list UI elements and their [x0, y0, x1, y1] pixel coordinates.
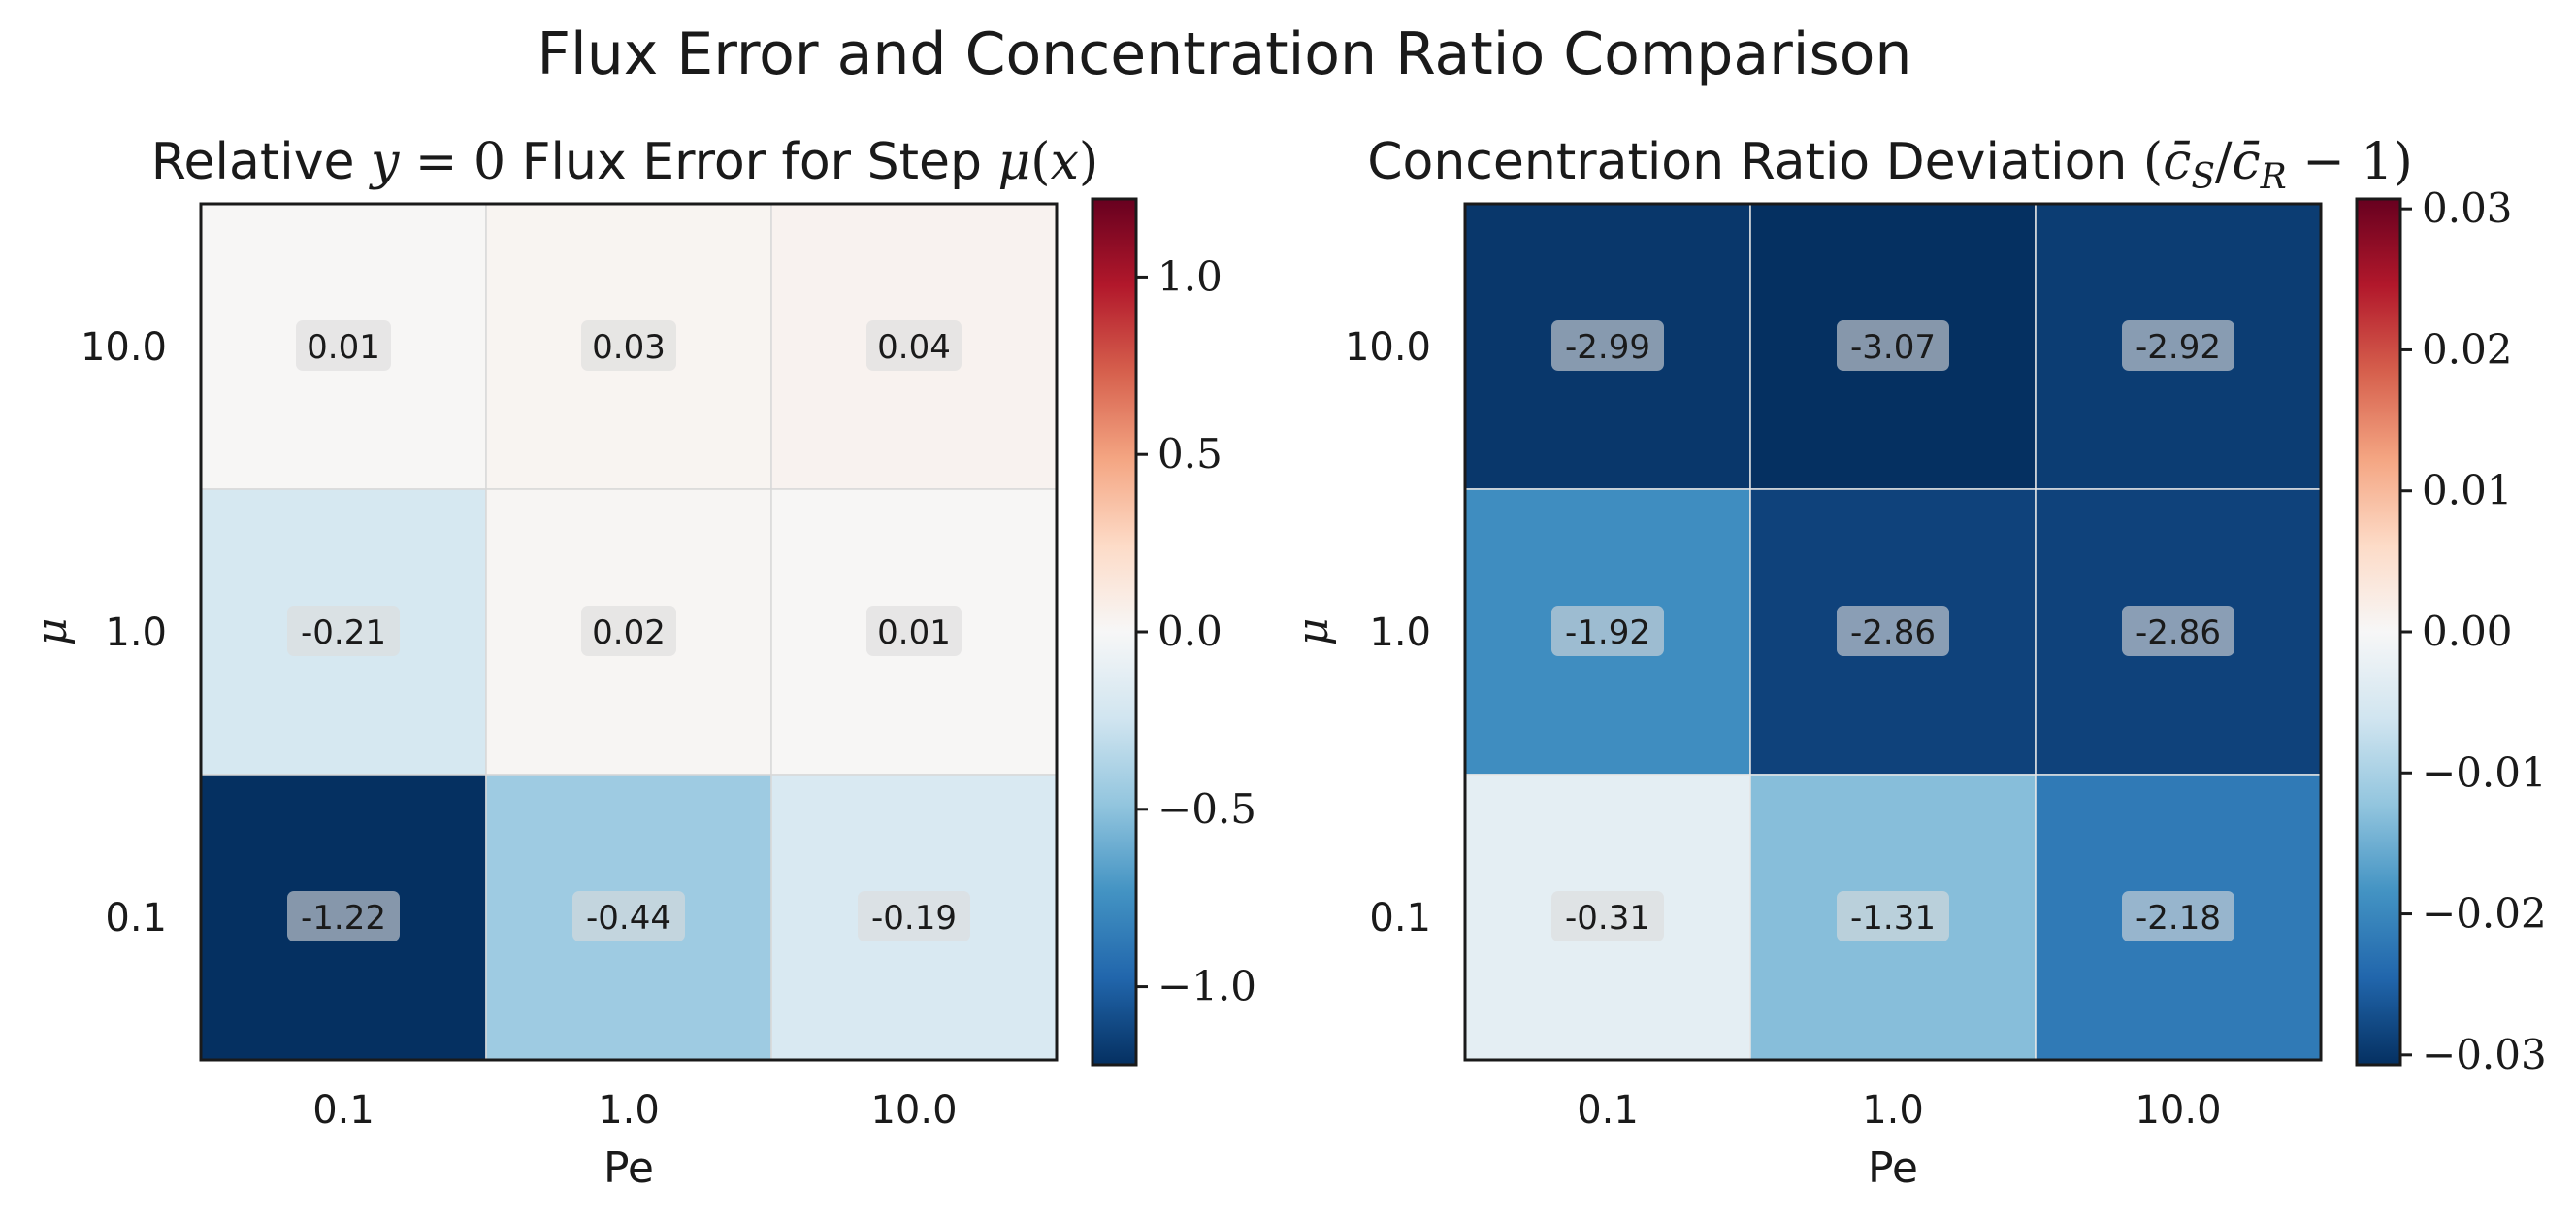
- annotation-box: [866, 606, 962, 656]
- x-axis-label: Pe: [603, 1143, 654, 1193]
- annotation-box: [296, 320, 391, 371]
- y-tick-label: 0.1: [105, 896, 167, 940]
- heatmap-panel-concentration-ratio: Concentration Ratio Deviation (c̄S/c̄R −…: [1288, 133, 2547, 1193]
- cell-annotation: -0.31: [1565, 899, 1650, 938]
- y-tick-labels: 10.0 1.0 0.1: [81, 325, 167, 940]
- colorbar-tick-label: 0.03: [2422, 184, 2513, 232]
- colorbar: [1091, 197, 1138, 1067]
- annotation-box: [866, 320, 962, 371]
- x-tick-label: 0.1: [1577, 1088, 1639, 1133]
- y-axis-label: μ: [1288, 618, 1338, 646]
- x-tick-label: 10.0: [2135, 1088, 2221, 1133]
- annotation-box: [1837, 891, 1949, 941]
- cell-annotation: -0.19: [871, 899, 957, 938]
- y-tick-label: 0.1: [1369, 896, 1431, 940]
- annotation-box: [287, 891, 400, 941]
- cell-annotation: -1.92: [1565, 613, 1650, 652]
- cell-annotation: -2.86: [2136, 613, 2221, 652]
- panel-title-flux-error: Relative y = 0 Flux Error for Step μ(x): [151, 133, 1098, 191]
- colorbar-tick-label: 0.02: [2422, 325, 2513, 373]
- colorbar-tick-label: 1.0: [1158, 252, 1223, 300]
- cell-annotation: 0.01: [877, 613, 951, 652]
- cell-annotations: -2.99 -3.07 -2.92 -1.92 -2.86 -2.86 -0.31 -1.31…: [1551, 320, 2234, 941]
- annotation-box: [2122, 606, 2234, 656]
- annotation-box: [1837, 320, 1949, 371]
- annotation-box: [1551, 320, 1664, 371]
- heatmap-frame: [199, 202, 1059, 1062]
- colorbar-tick-label: −0.5: [1158, 785, 1256, 833]
- heatmap-frame: [1463, 202, 2323, 1062]
- x-tick-label: 0.1: [312, 1088, 375, 1133]
- colorbar-tick-label: 0.01: [2422, 467, 2513, 514]
- y-tick-labels: 10.0 1.0 0.1: [1345, 325, 1431, 940]
- annotation-box: [1551, 606, 1664, 656]
- cell-annotation: 0.03: [592, 328, 666, 367]
- cell-annotation: -0.21: [301, 613, 386, 652]
- cell-annotation: -2.86: [1850, 613, 1936, 652]
- colorbar: [2355, 197, 2402, 1067]
- x-tick-labels: 0.1 1.0 10.0: [1577, 1088, 2221, 1133]
- figure-title: Flux Error and Concentration Ratio Compa…: [538, 20, 1912, 88]
- annotation-box: [581, 606, 676, 656]
- colorbar-tick-label: 0.00: [2422, 608, 2513, 655]
- y-tick-label: 10.0: [81, 325, 167, 370]
- colorbar-tick-label: 0.5: [1158, 430, 1223, 478]
- colorbar-tick-label: 0.0: [1158, 608, 1223, 655]
- annotation-box: [2122, 320, 2234, 371]
- annotation-box: [287, 606, 400, 656]
- annotation-box: [1551, 891, 1664, 941]
- cell-annotations: 0.01 0.03 0.04 -0.21 0.02 0.01 -1.22 -0.44 -0.19: [287, 320, 970, 941]
- annotation-box: [581, 320, 676, 371]
- cell-annotation: 0.01: [307, 328, 380, 367]
- colorbar-tick-label: −0.01: [2422, 748, 2547, 796]
- cell-annotation: 0.02: [592, 613, 666, 652]
- annotation-box: [1837, 606, 1949, 656]
- colorbar-tick-label: −1.0: [1158, 963, 1256, 1010]
- heatmap-panel-flux-error: Relative y = 0 Flux Error for Step μ(x) …: [27, 133, 1256, 1193]
- cell-annotation: -1.31: [1850, 899, 1936, 938]
- y-tick-label: 10.0: [1345, 325, 1431, 370]
- x-tick-label: 10.0: [870, 1088, 957, 1133]
- cell-annotation: -2.18: [2136, 899, 2221, 938]
- colorbar-ticks: −1.0 −0.5 0.0 0.5 1.0: [1136, 252, 1256, 1010]
- x-tick-label: 1.0: [1862, 1088, 1924, 1133]
- cell-annotation: 0.04: [877, 328, 951, 367]
- panel-title-concentration-ratio: Concentration Ratio Deviation (c̄S/c̄R −…: [1367, 133, 2413, 197]
- annotation-box: [858, 891, 970, 941]
- cell-annotation: -0.44: [586, 899, 671, 938]
- cell-annotation: -3.07: [1850, 328, 1936, 367]
- annotation-box: [2122, 891, 2234, 941]
- y-tick-label: 1.0: [105, 610, 167, 655]
- x-tick-label: 1.0: [598, 1088, 660, 1133]
- colorbar-tick-label: −0.03: [2422, 1031, 2547, 1078]
- cell-annotation: -1.22: [301, 899, 386, 938]
- x-tick-labels: 0.1 1.0 10.0: [312, 1088, 957, 1133]
- x-axis-label: Pe: [1868, 1143, 1918, 1193]
- annotation-box: [572, 891, 685, 941]
- y-tick-label: 1.0: [1369, 610, 1431, 655]
- cell-annotation: -2.92: [2136, 328, 2221, 367]
- colorbar-ticks: −0.03 −0.02 −0.01 0.00 0.01 0.02 0.03: [2400, 184, 2547, 1078]
- colorbar-tick-label: −0.02: [2422, 890, 2547, 938]
- heatmap-cells: [200, 203, 1058, 1061]
- y-axis-label: μ: [27, 618, 77, 646]
- cell-annotation: -2.99: [1565, 328, 1650, 367]
